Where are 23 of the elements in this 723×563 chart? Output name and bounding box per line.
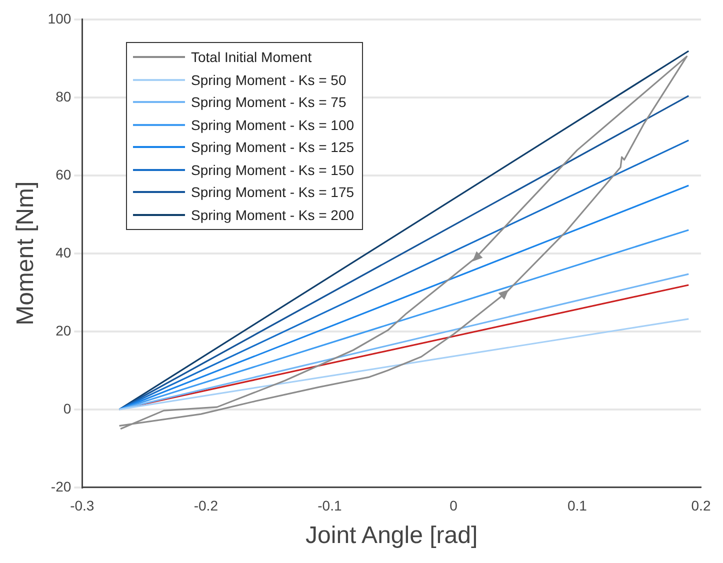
legend-label: Spring Moment - Ks = 200 bbox=[191, 206, 354, 225]
x-axis-title: Joint Angle [rad] bbox=[306, 522, 478, 550]
legend-label: Total Initial Moment bbox=[191, 48, 312, 67]
legend-label: Spring Moment - Ks = 100 bbox=[191, 116, 354, 135]
y-tick-label: 0 bbox=[63, 400, 72, 416]
y-tick-label: -20 bbox=[50, 478, 72, 494]
x-tick-label: -0.2 bbox=[194, 498, 218, 514]
legend-label: Spring Moment - Ks = 50 bbox=[191, 70, 346, 90]
y-tick-label: 100 bbox=[48, 10, 72, 26]
legend-label: Spring Moment - Ks = 75 bbox=[191, 93, 346, 112]
y-axis-title: Moment [Nm] bbox=[12, 181, 40, 326]
y-tick-label: 60 bbox=[56, 166, 72, 182]
x-tick-label: -0.1 bbox=[318, 498, 342, 514]
x-tick-label: -0.3 bbox=[70, 498, 94, 514]
y-tick-label: 80 bbox=[56, 88, 72, 104]
legend-label: Spring Moment - Ks = 150 bbox=[191, 160, 354, 180]
x-tick-label: 0.1 bbox=[567, 498, 588, 514]
x-tick-label: 0 bbox=[450, 498, 458, 514]
x-tick-label: 0.2 bbox=[691, 498, 711, 514]
legend-label: Spring Moment - Ks = 175 bbox=[191, 183, 354, 202]
y-tick-label: 20 bbox=[56, 322, 72, 338]
y-tick-label: 40 bbox=[56, 244, 72, 260]
legend-label: Spring Moment - Ks = 125 bbox=[191, 138, 354, 157]
